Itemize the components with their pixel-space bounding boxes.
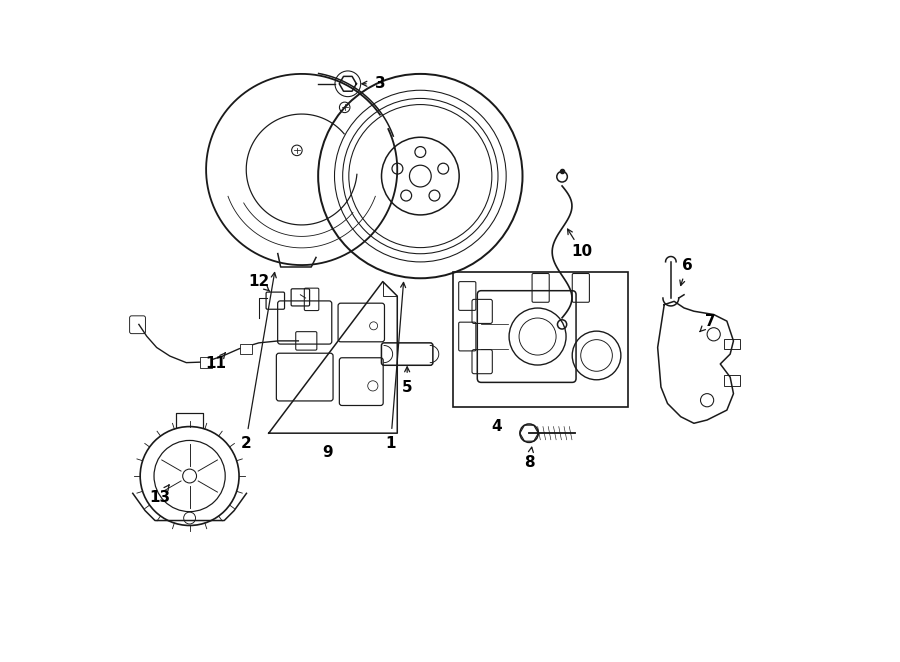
Text: 8: 8 [524,455,535,470]
Text: 6: 6 [682,258,693,273]
Text: 9: 9 [323,446,333,461]
Text: 13: 13 [149,490,170,504]
Bar [239,344,252,354]
Text: 11: 11 [205,356,227,371]
Bar [454,271,628,407]
Bar [200,357,212,368]
Bar [724,375,740,386]
Text: 10: 10 [572,244,592,260]
Text: 12: 12 [248,274,269,289]
Circle shape [557,171,567,182]
Text: 1: 1 [385,436,396,451]
Text: 5: 5 [401,379,412,395]
Text: 3: 3 [375,76,386,91]
Text: 4: 4 [491,419,501,434]
Text: 7: 7 [705,314,716,328]
Text: 2: 2 [240,436,251,451]
Bar [724,339,740,350]
Circle shape [557,320,567,329]
